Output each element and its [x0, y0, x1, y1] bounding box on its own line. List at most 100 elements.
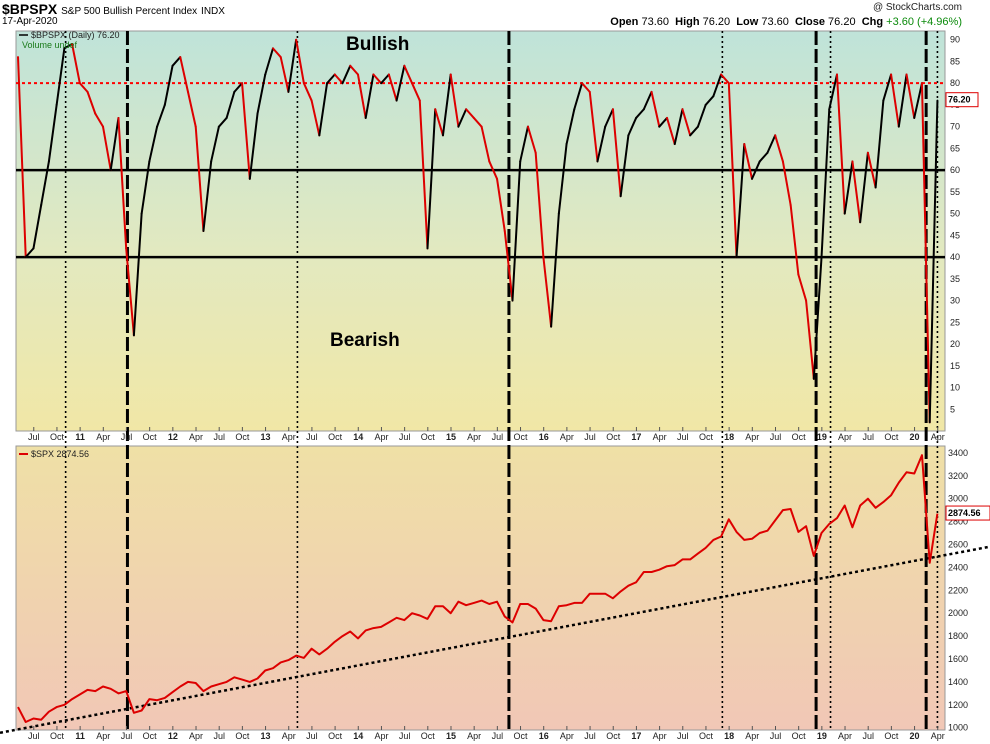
- bp-segment-37: [295, 38, 305, 85]
- bp-ytick: 25: [950, 317, 960, 327]
- bp-segment-91: [712, 73, 723, 98]
- bp-segment-31: [248, 112, 259, 180]
- bp-segment-100: [781, 160, 792, 206]
- bp-segment-24: [194, 125, 205, 232]
- bp-segment-116: [905, 73, 916, 119]
- bp-segment-79: [619, 134, 630, 198]
- spx-xtick: Jul: [862, 731, 874, 741]
- bp-xtick: Oct: [884, 432, 899, 442]
- x-axis-ticks: Jul Oct 11 Apr Jul Oct 12 Apr Jul Oct 13 Apr Jul Oct 1…: [28, 427, 945, 741]
- bp-legend: $BPSPX (Daily) 76.20: [31, 30, 120, 40]
- bp-segment-93: [727, 82, 738, 259]
- bp-ytick: 15: [950, 361, 960, 371]
- bp-ytick: 20: [950, 339, 960, 349]
- spx-xtick: Apr: [931, 731, 945, 741]
- bp-segment-23: [186, 90, 197, 128]
- bp-ytick: 45: [950, 230, 960, 240]
- bp-segment-59: [465, 108, 475, 119]
- bp-segment-83: [650, 90, 661, 128]
- chg-label: Chg: [861, 16, 884, 28]
- bp-segment-78: [611, 108, 622, 198]
- bp-segment-92: [720, 73, 730, 85]
- bearish-label: Bearish: [330, 330, 400, 351]
- bp-segment-15: [125, 247, 135, 337]
- bp-segment-115: [897, 73, 908, 128]
- spx-xtick: Jul: [492, 731, 504, 741]
- bp-ytick: 80: [950, 78, 960, 88]
- spx-xtick: Jul: [28, 731, 40, 741]
- bp-segment-4: [40, 160, 50, 206]
- volume-legend: Volume undef: [22, 40, 78, 50]
- bp-xtick: Apr: [653, 432, 667, 442]
- bp-segment-58: [457, 108, 468, 128]
- bp-xtick: Jul: [492, 432, 504, 442]
- bp-segment-97: [758, 151, 769, 163]
- bp-xtick: Jul: [121, 432, 133, 442]
- bp-segment-46: [364, 73, 375, 119]
- bp-segment-77: [604, 108, 614, 128]
- bp-ytick: 65: [950, 143, 960, 153]
- bp-segment-52: [411, 82, 421, 102]
- bp-segment-90: [704, 95, 715, 106]
- spx-xtick: 18: [724, 731, 734, 741]
- bp-segment-102: [797, 273, 808, 302]
- y-axis-ticks: 5101520253035404550556065707580859010001…: [945, 35, 990, 733]
- bp-segment-45: [356, 73, 367, 119]
- bp-segment-87: [681, 108, 692, 137]
- bp-segment-109: [851, 160, 862, 224]
- symbol-text: $BPSPX: [2, 1, 58, 17]
- bp-segment-8: [71, 43, 81, 85]
- bp-xtick: 15: [446, 432, 456, 442]
- bp-xtick: Apr: [931, 432, 945, 442]
- bp-segment-54: [426, 108, 437, 250]
- spx-line: [17, 454, 939, 723]
- spx-xtick: Oct: [421, 731, 436, 741]
- bp-xtick: Oct: [235, 432, 250, 442]
- bp-segment-20: [163, 64, 174, 106]
- spx-xtick: Apr: [282, 731, 296, 741]
- bp-segment-22: [179, 56, 189, 93]
- open-value: 73.60: [641, 16, 669, 28]
- bp-segment-56: [441, 73, 452, 137]
- bp-xtick: Jul: [213, 432, 225, 442]
- open-label: Open: [610, 16, 639, 28]
- bp-segment-26: [210, 125, 220, 163]
- bp-segment-94: [735, 143, 746, 259]
- spx-xtick: 14: [353, 731, 363, 741]
- spx-xtick: Apr: [745, 731, 759, 741]
- spx-ytick: 1600: [948, 654, 968, 664]
- bp-ytick: 70: [950, 122, 960, 132]
- bp-xtick: Apr: [374, 432, 388, 442]
- bp-segment-5: [47, 103, 58, 163]
- bp-segment-29: [233, 82, 244, 93]
- bp-segment-86: [673, 108, 684, 146]
- event-markers: [64, 31, 939, 730]
- bp-xtick: Oct: [514, 432, 529, 442]
- bp-segment-76: [596, 125, 607, 163]
- bp-segment-13: [109, 116, 120, 172]
- bp-xtick: Apr: [838, 432, 852, 442]
- spx-xtick: Apr: [838, 731, 852, 741]
- bp-segment-64: [503, 230, 514, 302]
- bp-segment-95: [743, 143, 754, 180]
- spx-xtick: 15: [446, 731, 456, 741]
- spx-xtick: 12: [168, 731, 178, 741]
- spx-xtick: Oct: [50, 731, 65, 741]
- bp-segment-51: [403, 64, 414, 85]
- spx-xtick: Oct: [699, 731, 714, 741]
- spx-xtick: Jul: [677, 731, 689, 741]
- bp-segment-69: [542, 256, 553, 328]
- spx-xtick: Jul: [770, 731, 782, 741]
- high-value: 76.20: [702, 16, 731, 28]
- bp-segment-119: [928, 99, 939, 424]
- spx-xtick: Apr: [467, 731, 481, 741]
- spx-xtick: Oct: [884, 731, 899, 741]
- spx-legend: $SPX 2874.56: [31, 449, 89, 459]
- bp-panel-bg: [15, 30, 946, 432]
- bp-segment-27: [217, 116, 228, 128]
- bp-ytick: 10: [950, 383, 960, 393]
- bp-ytick: 55: [950, 187, 960, 197]
- bp-xtick: 11: [75, 432, 85, 442]
- bp-segment-101: [789, 203, 800, 276]
- bp-segment-2: [24, 247, 35, 259]
